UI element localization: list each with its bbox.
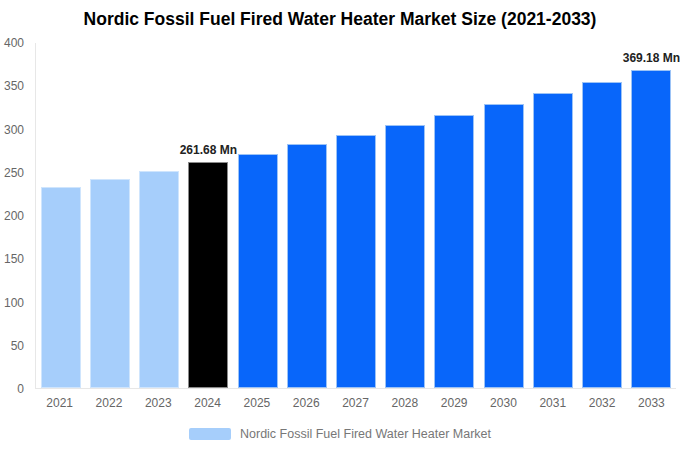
bar-2021[interactable] (41, 187, 81, 388)
legend-item[interactable]: Nordic Fossil Fuel Fired Water Heater Ma… (189, 427, 491, 441)
legend: Nordic Fossil Fuel Fired Water Heater Ma… (0, 427, 680, 441)
bar-value-label: 369.18 Mn (623, 51, 680, 65)
bar-2023[interactable] (139, 171, 179, 388)
y-axis-tick: 50 (11, 339, 24, 353)
bar-column (578, 43, 627, 388)
x-axis-tick: 2031 (528, 396, 577, 410)
bar-2031[interactable] (533, 93, 573, 388)
bar-column (479, 43, 528, 388)
x-axis-tick: 2027 (331, 396, 380, 410)
x-axis: 2021202220232024202520262027202820292030… (35, 396, 676, 410)
bar-2028[interactable] (385, 125, 425, 388)
bar-2030[interactable] (484, 104, 524, 388)
y-axis-tick: 250 (4, 166, 24, 180)
plot-area: 261.68 Mn 369.18 Mn (35, 43, 676, 389)
bar-column: 261.68 Mn (184, 43, 233, 388)
x-axis-tick: 2033 (627, 396, 676, 410)
bar-2029[interactable] (434, 115, 474, 388)
x-axis-tick: 2029 (430, 396, 479, 410)
bar-column (331, 43, 380, 388)
chart-title: Nordic Fossil Fuel Fired Water Heater Ma… (0, 7, 680, 31)
bar-2033[interactable] (631, 70, 671, 388)
bar-column (381, 43, 430, 388)
x-axis-tick: 2032 (577, 396, 626, 410)
chart-container: Nordic Fossil Fuel Fired Water Heater Ma… (0, 0, 680, 450)
bar-column (85, 43, 134, 388)
legend-label: Nordic Fossil Fuel Fired Water Heater Ma… (240, 427, 491, 441)
bar-value-label: 261.68 Mn (180, 143, 237, 157)
bar-column (282, 43, 331, 388)
bar-2027[interactable] (336, 135, 376, 388)
y-axis: 400350300250200150100500 (0, 43, 24, 389)
bar-column: 369.18 Mn (627, 43, 676, 388)
x-axis-tick: 2024 (183, 396, 232, 410)
x-axis-tick: 2025 (232, 396, 281, 410)
y-axis-tick: 0 (17, 382, 24, 396)
y-axis-tick: 200 (4, 209, 24, 223)
bar-column (134, 43, 183, 388)
bar-column (36, 43, 85, 388)
bar-column (233, 43, 282, 388)
y-axis-tick: 400 (4, 36, 24, 50)
bar-column (430, 43, 479, 388)
bar-2022[interactable] (90, 179, 130, 388)
bar-2025[interactable] (238, 154, 278, 389)
x-axis-tick: 2030 (479, 396, 528, 410)
bar-2026[interactable] (287, 144, 327, 388)
x-axis-tick: 2022 (84, 396, 133, 410)
y-axis-tick: 300 (4, 123, 24, 137)
bar-column (528, 43, 577, 388)
legend-swatch (189, 428, 231, 440)
x-axis-tick: 2023 (134, 396, 183, 410)
x-axis-tick: 2021 (35, 396, 84, 410)
y-axis-tick: 350 (4, 79, 24, 93)
x-axis-tick: 2026 (282, 396, 331, 410)
y-axis-tick: 150 (4, 252, 24, 266)
y-axis-tick: 100 (4, 296, 24, 310)
x-axis-tick: 2028 (380, 396, 429, 410)
bar-2032[interactable] (582, 82, 622, 388)
bar-2024[interactable] (188, 162, 228, 388)
